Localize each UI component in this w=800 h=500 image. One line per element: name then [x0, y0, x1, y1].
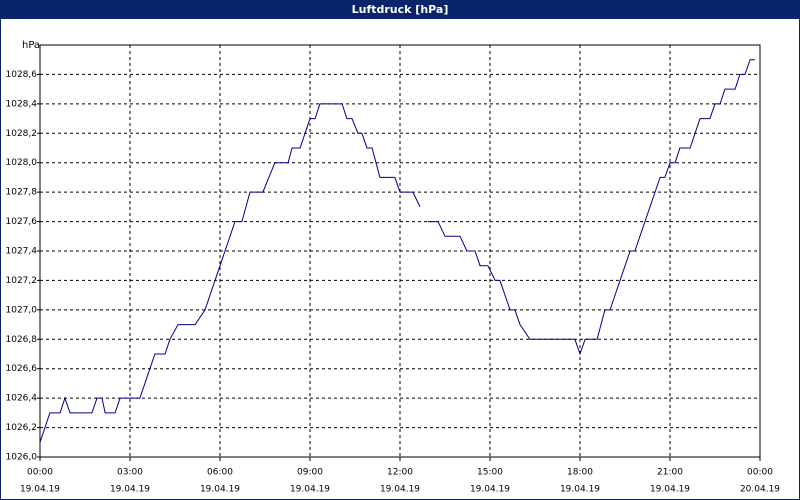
- data-line: [39, 59, 755, 443]
- y-tick-label: 1028,4: [6, 99, 38, 109]
- x-tick-date: 19.04.19: [470, 485, 510, 495]
- x-tick-label: 21:00: [657, 468, 683, 478]
- y-tick-label: 1027,0: [6, 305, 38, 315]
- x-tick-label: 03:00: [117, 468, 143, 478]
- plot-frame: [39, 44, 761, 458]
- y-tick-label: 1028,0: [6, 158, 38, 168]
- y-tick-label: 1028,2: [6, 129, 38, 139]
- y-tick-label: 1026,8: [6, 335, 38, 345]
- x-tick-date: 19.04.19: [200, 485, 240, 495]
- y-tick-label: 1027,2: [6, 276, 38, 286]
- y-tick-label: 1026,6: [6, 364, 38, 374]
- x-tick-date: 19.04.19: [110, 485, 150, 495]
- y-axis-label: hPa: [22, 40, 40, 51]
- y-tick-label: 1027,4: [6, 247, 38, 257]
- title-bar: Luftdruck [hPa]: [1, 1, 799, 19]
- x-tick-label: 00:00: [27, 468, 53, 478]
- y-tick-label: 1026,0: [6, 453, 38, 463]
- x-tick-date: 19.04.19: [650, 485, 690, 495]
- y-tick-label: 1026,2: [6, 423, 38, 433]
- y-tick-label: 1026,4: [6, 394, 38, 404]
- x-tick-label: 18:00: [567, 468, 593, 478]
- x-tick-label: 12:00: [387, 468, 413, 478]
- x-tick-date: 19.04.19: [380, 485, 420, 495]
- x-tick-date: 19.04.19: [20, 485, 60, 495]
- y-tick-label: 1027,8: [6, 188, 38, 198]
- x-tick-date: 19.04.19: [560, 485, 600, 495]
- x-tick-label: 09:00: [297, 468, 323, 478]
- y-tick-label: 1027,6: [6, 217, 38, 227]
- x-tick-label: 06:00: [207, 468, 233, 478]
- x-tick-label: 00:00: [747, 468, 773, 478]
- y-tick-label: 1028,6: [6, 70, 38, 80]
- x-tick-date: 19.04.19: [290, 485, 330, 495]
- x-tick-label: 15:00: [477, 468, 503, 478]
- x-tick-date: 20.04.19: [740, 485, 780, 495]
